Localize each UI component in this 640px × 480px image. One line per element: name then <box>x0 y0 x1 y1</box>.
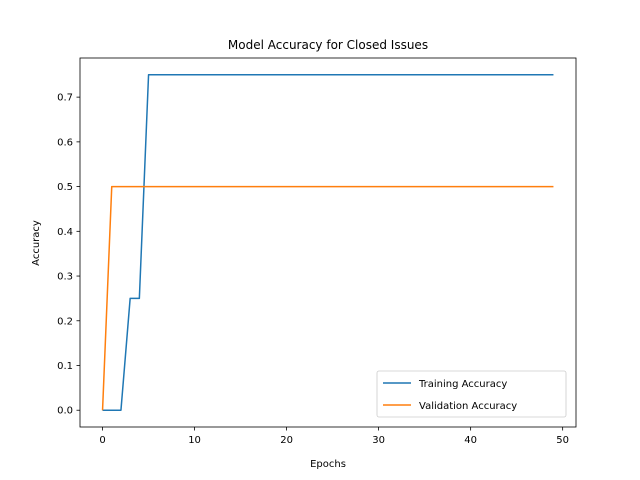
y-tick-label: 0.3 <box>57 272 73 283</box>
chart-title: Model Accuracy for Closed Issues <box>228 38 428 52</box>
legend-box <box>376 370 567 418</box>
legend-label: Validation Accuracy <box>419 401 517 412</box>
plot-frame <box>79 57 577 428</box>
x-tick-label: 40 <box>464 435 477 446</box>
x-axis: 0 10 20 30 40 50 <box>99 427 569 446</box>
y-tick-label: 0.7 <box>57 93 73 104</box>
legend-label: Training Accuracy <box>418 379 507 390</box>
x-axis-label: Epochs <box>310 459 346 470</box>
y-tick-label: 0.5 <box>57 182 73 193</box>
series-line-1 <box>102 74 554 411</box>
x-tick-label: 10 <box>188 435 201 446</box>
series-line-2 <box>101 185 554 411</box>
y-tick-label: 0.2 <box>57 316 73 327</box>
y-tick-label: 0.6 <box>57 137 73 148</box>
x-tick-label: 20 <box>280 435 293 446</box>
y-tick-label: 0.1 <box>57 361 73 372</box>
x-tick-label: 30 <box>372 435 385 446</box>
plot-area <box>101 74 554 411</box>
y-axis: 0.0 0.1 0.2 0.3 0.4 0.5 0.6 0.7 <box>57 93 80 417</box>
legend: Training Accuracy Validation Accuracy <box>376 370 567 418</box>
y-tick-label: 0.4 <box>57 227 73 238</box>
x-tick-label: 0 <box>99 435 105 446</box>
y-axis-label: Accuracy <box>31 220 42 266</box>
x-tick-label: 50 <box>556 435 569 446</box>
y-tick-label: 0.0 <box>57 406 73 417</box>
